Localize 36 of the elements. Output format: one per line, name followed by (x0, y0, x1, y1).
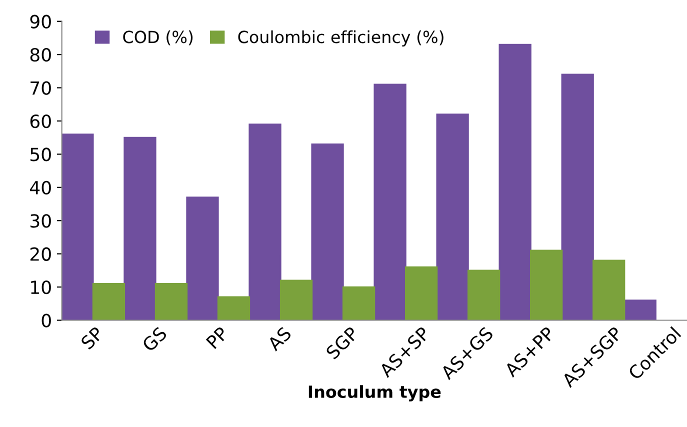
y-tick-label: 10 (31, 280, 51, 294)
bar (436, 114, 469, 320)
y-tick-label: 40 (30, 180, 51, 195)
y-tick-label: 20 (30, 247, 51, 261)
bar (498, 44, 532, 320)
bar (124, 136, 156, 320)
bar (592, 260, 626, 320)
y-tick-label: 60 (30, 114, 51, 128)
bar (561, 74, 594, 320)
bar (311, 144, 344, 320)
legend-label: Coulombic efficiency (%) (238, 30, 444, 46)
y-tick-label: 90 (30, 14, 51, 28)
bar (530, 250, 563, 320)
bar (374, 84, 406, 320)
y-tick-label: 70 (30, 81, 51, 95)
bar (248, 124, 282, 320)
bar (154, 283, 188, 320)
x-tick-label: GS (141, 326, 168, 352)
bar (217, 296, 250, 320)
y-tick-label: 30 (30, 214, 51, 228)
x-tick-label: PP (206, 326, 229, 349)
bar (62, 134, 94, 320)
bar (92, 283, 126, 320)
bar (280, 280, 313, 320)
y-tick-label: 0 (42, 314, 51, 328)
x-tick-label: AS (266, 326, 292, 352)
bar (624, 300, 656, 320)
legend-label: COD (%) (123, 30, 193, 46)
bar (404, 266, 438, 320)
bar (186, 196, 219, 320)
x-tick-label: SP (80, 326, 104, 350)
y-tick-label: 80 (30, 48, 51, 62)
bar (342, 286, 376, 320)
x-axis-title: Inoculum type (308, 385, 441, 402)
bar (467, 270, 500, 320)
y-tick-label: 50 (30, 148, 51, 162)
